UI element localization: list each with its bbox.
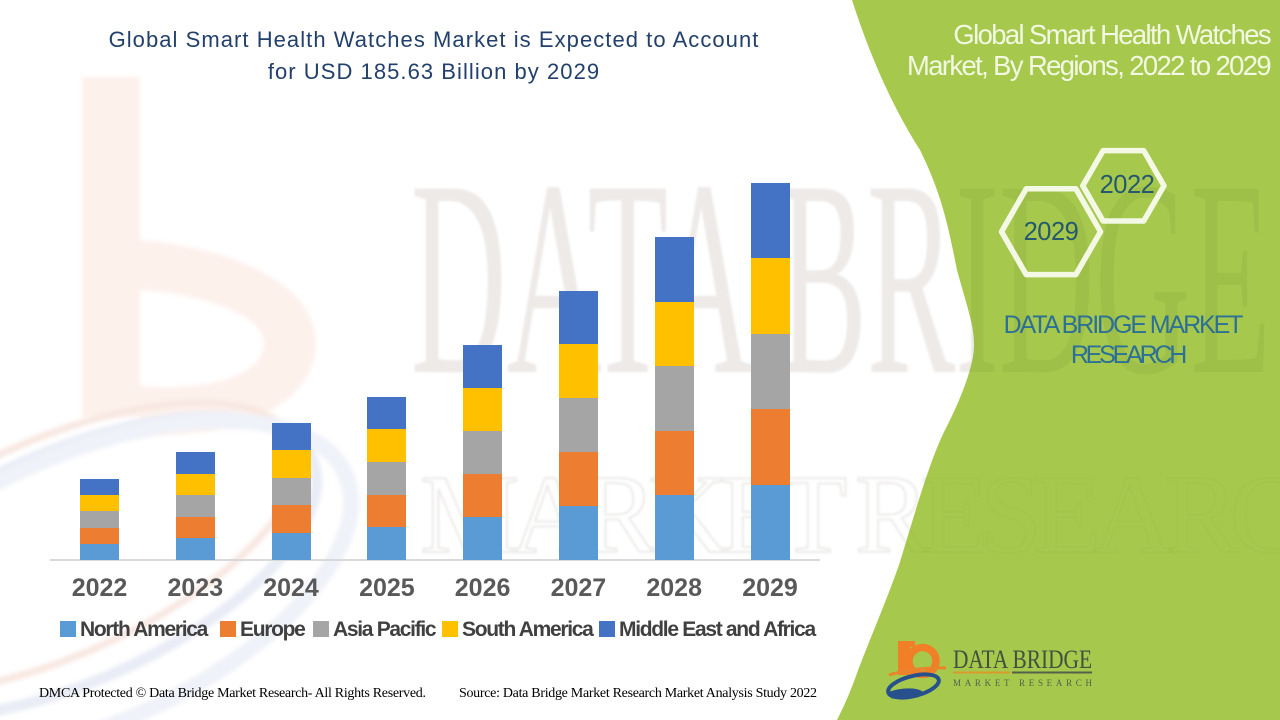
svg-text:DATA BRIDGE: DATA BRIDGE bbox=[953, 645, 1092, 674]
svg-text:MARKET RESEARCH: MARKET RESEARCH bbox=[953, 678, 1093, 688]
